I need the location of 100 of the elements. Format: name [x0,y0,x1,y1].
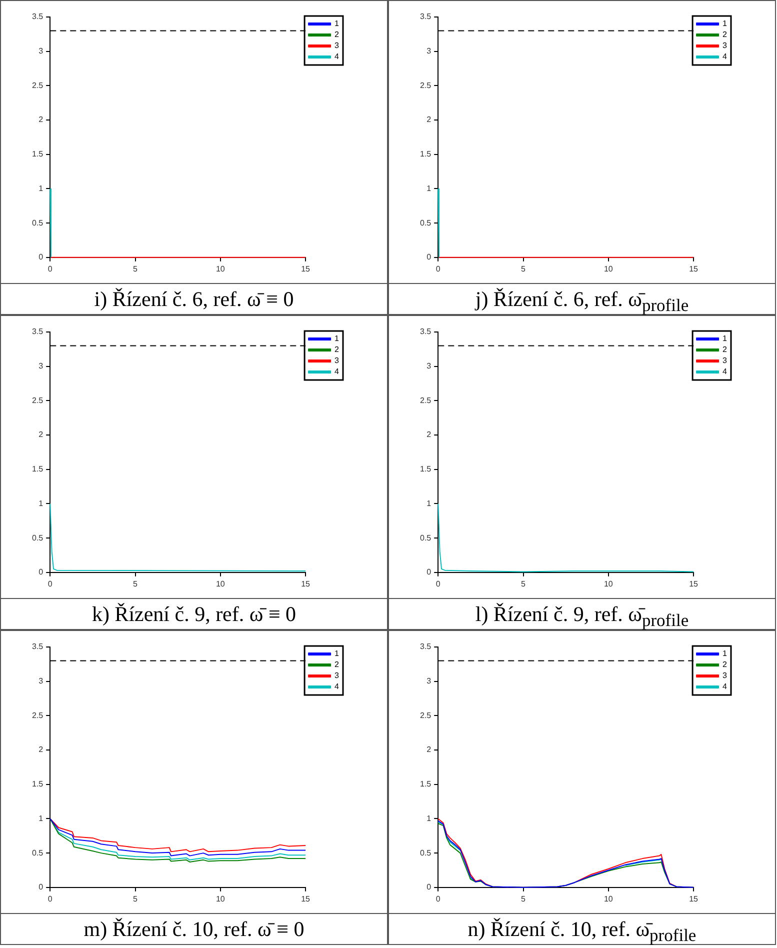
y-tick-label: 2 [426,745,432,754]
y-tick-label: 2 [38,115,44,124]
y-tick-label: 2.5 [32,396,44,405]
legend-label: 2 [722,345,728,354]
text: l) Řízení č. 9, ref. ω̄$_{profile}$ [389,598,775,630]
legend-label: 2 [722,30,728,40]
x-tick-label: 0 [48,264,53,274]
y-tick-label: 0.5 [32,218,44,228]
x-tick-label: 5 [133,894,138,904]
y-tick-label: 1.5 [420,464,432,474]
y-tick-label: 0 [38,568,44,577]
x-tick-label: 5 [133,579,138,588]
y-tick-label: 1.5 [32,780,44,789]
y-tick-label: 1 [38,814,44,823]
x-tick-label: 15 [689,894,699,904]
x-tick-label: 0 [436,264,441,274]
y-tick-label: 3 [426,362,432,371]
y-tick-label: 1.5 [32,464,44,474]
y-tick-label: 3 [38,676,44,686]
x-tick-label: 15 [301,264,311,274]
y-tick-label: 2.5 [420,80,432,90]
legend-label: 4 [334,52,340,62]
x-tick-label: 0 [48,579,53,588]
legend-label: 1 [334,19,340,28]
y-tick-label: 2 [426,430,432,440]
y-tick-label: 1 [38,498,44,508]
y-tick-label: 2 [38,745,44,754]
y-tick-label: 2.5 [32,80,44,90]
legend-label: 1 [722,649,728,658]
legend-label: 3 [334,671,340,680]
x-tick-label: 5 [133,264,138,274]
x-tick-label: 5 [521,264,526,274]
x-tick-label: 5 [521,579,526,588]
legend-label: 2 [334,30,340,40]
y-tick-label: 1.5 [420,780,432,789]
y-tick-label: 0 [38,252,44,262]
legend-label: 3 [334,41,340,50]
y-tick-label: 3.5 [420,12,432,22]
legend-label: 4 [722,682,728,692]
y-tick-label: 0 [426,568,432,577]
x-tick-label: 10 [216,894,226,904]
x-tick-label: 15 [689,264,699,274]
legend-label: 3 [722,41,728,50]
y-tick-label: 3.5 [32,327,44,336]
y-tick-label: 2.5 [32,710,44,720]
y-tick-label: 1 [426,184,432,193]
x-tick-label: 10 [604,579,614,588]
legend-label: 1 [334,649,340,658]
y-tick-label: 3.5 [420,642,432,652]
legend-label: 4 [722,52,728,62]
legend-label: 4 [334,367,340,376]
text: i) Řízení č. 6, ref. ω̄ ≡ 0 [1,283,387,314]
y-tick-label: 1 [38,184,44,193]
y-tick-label: 0.5 [420,218,432,228]
legend-label: 2 [334,660,340,670]
legend-label: 2 [334,345,340,354]
legend-label: 3 [722,671,728,680]
y-tick-label: 0 [38,882,44,892]
y-tick-label: 3.5 [420,327,432,336]
text: m) Řízení č. 10, ref. ω̄ ≡ 0 [1,913,387,944]
x-tick-label: 0 [48,894,53,904]
y-tick-label: 3.5 [32,642,44,652]
x-tick-label: 10 [216,264,226,274]
y-tick-label: 3 [38,362,44,371]
legend-label: 1 [722,19,728,28]
legend-label: 2 [722,660,728,670]
legend-label: 4 [722,367,728,376]
y-tick-label: 3 [38,46,44,56]
legend-label: 4 [334,682,340,692]
y-tick-label: 0 [426,882,432,892]
y-tick-label: 1.5 [420,150,432,159]
y-tick-label: 0.5 [420,533,432,542]
y-tick-label: 0.5 [32,848,44,858]
y-tick-label: 3.5 [32,12,44,22]
y-tick-label: 2.5 [420,396,432,405]
x-tick-label: 10 [604,264,614,274]
legend-label: 1 [722,334,728,344]
y-tick-label: 0 [426,252,432,262]
y-tick-label: 1 [426,498,432,508]
x-tick-label: 15 [689,579,699,588]
x-tick-label: 15 [301,894,311,904]
y-tick-label: 2.5 [420,710,432,720]
legend-label: 1 [334,334,340,344]
y-tick-label: 2 [426,115,432,124]
y-tick-label: 3 [426,46,432,56]
text: n) Řízení č. 10, ref. ω̄$_{profile}$ [389,913,775,946]
y-tick-label: 2 [38,430,44,440]
legend-label: 3 [722,356,728,366]
y-tick-label: 0.5 [32,533,44,542]
x-tick-label: 10 [604,894,614,904]
x-tick-label: 15 [301,579,311,588]
legend-label: 3 [334,356,340,366]
x-tick-label: 0 [436,579,441,588]
y-tick-label: 1 [426,814,432,823]
x-tick-label: 5 [521,894,526,904]
x-tick-label: 10 [216,579,226,588]
x-tick-label: 0 [436,894,441,904]
y-tick-label: 1.5 [32,150,44,159]
text: k) Řízení č. 9, ref. ω̄ ≡ 0 [1,598,387,629]
text: j) Řízení č. 6, ref. ω̄$_{profile}$ [389,283,775,316]
